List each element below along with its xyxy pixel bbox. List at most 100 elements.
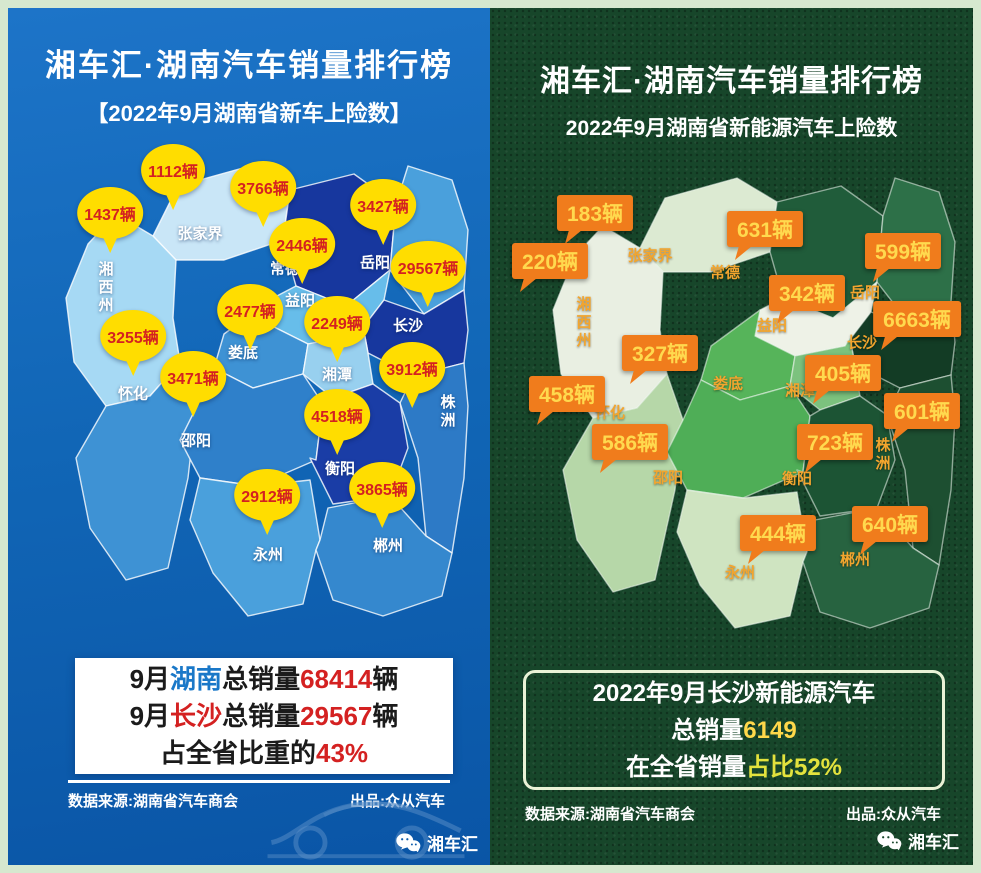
pin-value: 2912辆 [234, 469, 300, 521]
sales-pin-zhuzhou: 3912辆 [379, 342, 445, 408]
tag-value: 327辆 [621, 335, 699, 371]
city-label-changsha: 长沙 [392, 317, 424, 335]
pin-value: 3912辆 [379, 342, 445, 394]
tag-value: 458辆 [528, 376, 606, 412]
wechat-icon [396, 833, 421, 853]
city-label-loudi: 娄底 [712, 375, 744, 393]
tag-tail-icon [747, 550, 765, 564]
sales-pin-changsha: 29567辆 [390, 241, 466, 307]
tag-value: 723辆 [796, 424, 874, 460]
sales-tag-zhuzhou: 601辆 [883, 393, 961, 442]
pin-value: 1112辆 [141, 144, 205, 196]
sales-tag-changde: 631辆 [726, 211, 804, 260]
tag-tail-icon [536, 411, 554, 425]
pin-value: 2446辆 [269, 218, 335, 270]
left-summary-line-3: 占全省比重的43% [75, 735, 453, 772]
sales-pin-chenzhou: 3865辆 [349, 462, 415, 528]
sales-pin-changde: 3766辆 [230, 161, 296, 227]
tag-tail-icon [776, 310, 794, 324]
city-label-zhangjiajie: 张家界 [627, 247, 673, 265]
sales-tag-loudi: 327辆 [621, 335, 699, 384]
tag-value: 599辆 [864, 233, 942, 269]
right-summary-box: 2022年9月长沙新能源汽车 总销量6149 在全省销量占比52% [523, 670, 945, 790]
tag-value: 640辆 [851, 506, 929, 542]
pin-tail-icon [100, 233, 119, 253]
city-label-chenzhou: 郴州 [372, 537, 404, 555]
sales-pin-xiangtan: 2249辆 [304, 296, 370, 362]
pin-tail-icon [164, 190, 182, 210]
tag-tail-icon [812, 390, 830, 404]
region-chenzhou [802, 507, 940, 629]
text-segment: 43% [315, 737, 369, 768]
brand-name: 湘车汇 [908, 833, 959, 852]
city-label-yongzhou: 永州 [724, 564, 756, 582]
text-segment: 2022年9月长沙新能源汽车 [592, 679, 876, 707]
pin-tail-icon [292, 264, 311, 284]
city-label-xiangxi: 湘西州 [96, 261, 114, 315]
tag-value: 183辆 [556, 195, 634, 231]
tag-value: 342辆 [768, 275, 846, 311]
pin-value: 3865辆 [349, 462, 415, 514]
right-title: 湘车汇·湖南汽车销量排行榜 [540, 65, 923, 98]
left-panel: 湘车汇·湖南汽车销量排行榜 【2022年9月湖南省新车上险数】 张家界 常德 岳阳湘… [8, 8, 490, 865]
right-panel: 湘车汇·湖南汽车销量排行榜 2022年9月湖南省新能源汽车上险数 张家界 常德 岳阳… [490, 8, 973, 865]
left-summary-box: 9月湖南总销量68414辆 9月长沙总销量29567辆 占全省比重的43% [75, 658, 453, 774]
sales-tag-shaoyang: 586辆 [591, 424, 669, 473]
text-segment: 9月 [129, 663, 171, 694]
text-segment: 占全省比重的 [159, 737, 316, 768]
pin-tail-icon [183, 397, 202, 417]
city-label-yongzhou: 永州 [252, 546, 284, 564]
city-label-changde: 常德 [709, 264, 741, 282]
left-subtitle: 【2022年9月湖南省新车上险数】 [86, 101, 412, 126]
sales-pin-loudi: 2477辆 [217, 284, 283, 350]
tag-value: 601辆 [883, 393, 961, 429]
sales-tag-changsha: 6663辆 [873, 301, 961, 350]
city-label-yiyang: 益阳 [284, 292, 316, 310]
city-label-zhuzhou: 株洲 [873, 437, 891, 473]
text-segment: 辆 [372, 663, 399, 694]
text-segment: 占比52% [745, 753, 843, 781]
tag-tail-icon [891, 428, 909, 442]
text-segment: 29567 [300, 700, 373, 731]
pin-tail-icon [419, 287, 437, 307]
text-segment: 总销量 [222, 700, 301, 731]
right-subtitle: 2022年9月湖南省新能源汽车上险数 [565, 117, 898, 140]
tag-value: 631辆 [726, 211, 804, 247]
wechat-icon [877, 831, 902, 851]
pin-tail-icon [327, 435, 346, 455]
pin-tail-icon [123, 356, 142, 376]
data-source-text: 数据来源:湖南省汽车商会 [68, 793, 238, 810]
tag-value: 220辆 [511, 243, 589, 279]
tag-tail-icon [519, 278, 537, 292]
sales-tag-zhangjiajie: 183辆 [556, 195, 634, 244]
tag-tail-icon [564, 230, 582, 244]
left-summary-line-1: 9月湖南总销量68414辆 [75, 661, 453, 698]
right-map: 张家界 常德 岳阳 湘西州 益阳 长沙 娄底 湘潭 株洲 怀化 邵阳 衡阳 永州 郴州 183辆 631辆 59… [511, 160, 961, 630]
city-label-shaoyang: 邵阳 [180, 432, 212, 450]
brand-badge: 湘车汇 [395, 830, 478, 855]
sales-tag-hengyang: 723辆 [796, 424, 874, 473]
sales-tag-yueyang: 599辆 [864, 233, 942, 282]
pin-tail-icon [402, 388, 421, 408]
sales-tag-chenzhou: 640辆 [851, 506, 929, 555]
pin-value: 29567辆 [390, 241, 466, 293]
text-segment: 总销量 [671, 716, 744, 744]
pin-tail-icon [373, 225, 392, 245]
text-segment: 6149 [743, 716, 797, 744]
sales-pin-xiangxi: 1437辆 [77, 187, 143, 253]
pin-value: 1437辆 [77, 187, 143, 239]
city-label-huaihua: 怀化 [117, 385, 149, 403]
tag-tail-icon [734, 246, 752, 260]
sales-pin-yiyang: 2446辆 [269, 218, 335, 284]
sales-pin-yueyang: 3427辆 [350, 179, 416, 245]
tag-tail-icon [881, 336, 899, 350]
brand-name: 湘车汇 [427, 835, 478, 854]
city-label-zhuzhou: 株洲 [438, 394, 456, 430]
text-segment: 9月 [129, 700, 171, 731]
sales-pin-yongzhou: 2912辆 [234, 469, 300, 535]
tag-value: 586辆 [591, 424, 669, 460]
left-title: 湘车汇·湖南汽车销量排行榜 [44, 48, 454, 83]
right-summary-line-3: 在全省销量占比52% [526, 749, 942, 786]
pin-value: 3471辆 [160, 351, 226, 403]
